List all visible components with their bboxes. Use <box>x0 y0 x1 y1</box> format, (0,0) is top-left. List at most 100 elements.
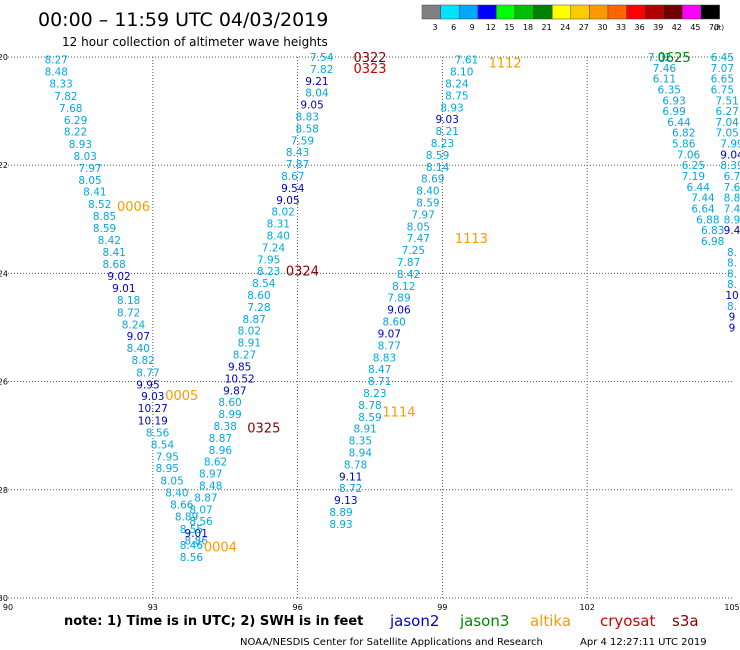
wave-height-label: 8.55 <box>180 524 203 536</box>
color-scale-label: 30 <box>597 23 607 32</box>
color-scale-swatch <box>607 4 627 20</box>
wave-height-label: 10.52 <box>225 373 255 385</box>
wave-height-label: 7.99 <box>720 139 740 151</box>
wave-height-label: 8.05 <box>160 476 183 488</box>
wave-height-label: 9.03 <box>436 114 459 126</box>
wave-height-label: 8.72 <box>117 307 140 319</box>
wave-height-label: 8.60 <box>247 290 270 302</box>
wave-height-label: 8.40 <box>267 231 290 243</box>
wave-height-label: 6.82 <box>672 128 695 140</box>
wave-height-label: 8.56 <box>180 552 204 564</box>
wave-height-label: 8.56 <box>189 516 213 528</box>
wave-height-label: 8.91 <box>353 424 376 436</box>
pass-time-label: 1114 <box>382 405 415 420</box>
wave-height-label: 8. <box>727 301 737 313</box>
wave-height-label: 7.24 <box>262 242 286 254</box>
wave-height-label: 8.93 <box>329 519 352 531</box>
x-tick-label: 105 <box>724 603 739 612</box>
wave-height-label: 7.51 <box>715 95 738 107</box>
wave-height-label: 8. <box>727 258 737 270</box>
pass-time-label: 0325 <box>247 422 280 437</box>
wave-height-label: 8.38 <box>214 421 237 433</box>
wave-height-label: 8.60 <box>382 317 405 329</box>
wave-height-label: 7.95 <box>156 451 179 463</box>
color-scale-swatch <box>644 4 665 20</box>
wave-height-label: 9.07 <box>378 328 401 340</box>
wave-height-label: 8.75 <box>445 90 468 102</box>
wave-height-label: 8.60 <box>218 397 241 409</box>
color-scale-swatch <box>570 4 590 20</box>
wave-height-label: 7.4 <box>724 203 740 215</box>
color-scale-label: 27 <box>579 23 589 32</box>
wave-height-label: 9.06 <box>387 305 411 317</box>
wave-height-label: 8.05 <box>78 175 101 187</box>
wave-height-label: 7.82 <box>54 91 77 103</box>
wave-height-label: 8.68 <box>102 259 125 271</box>
wave-height-label: 8.8 <box>724 193 740 205</box>
y-tick-label: -20 <box>0 53 8 62</box>
wave-height-label: 8.54 <box>252 278 276 290</box>
wave-height-label: 9.02 <box>107 271 130 283</box>
wave-height-label: 7.97 <box>78 163 101 175</box>
wave-height-label: 8.21 <box>436 126 459 138</box>
footer-note: note: 1) Time is in UTC; 2) SWH is in fe… <box>64 614 363 629</box>
wave-height-label: 9.03 <box>141 391 164 403</box>
legend-entry-cryosat: cryosat <box>600 612 655 630</box>
pass-time-label: 0004 <box>204 541 237 556</box>
wave-height-label: 6.11 <box>653 74 676 86</box>
wave-height-label: 7.82 <box>310 64 333 76</box>
wave-height-label: 8.93 <box>69 139 92 151</box>
color-scale-label: 42 <box>672 23 682 32</box>
wave-height-label: 9.21 <box>305 76 328 88</box>
wave-height-label: 7.59 <box>291 135 314 147</box>
wave-height-label: 8.78 <box>358 400 381 412</box>
wave-height-label: 6.45 <box>711 52 734 64</box>
axis-tick-labels: 90 93 96 99 102 105 -20 -22 -24 -26 -28 -30 <box>0 53 740 612</box>
wave-height-label: 8.83 <box>296 112 319 124</box>
wave-height-label: 8.43 <box>286 147 309 159</box>
color-scale-label: 21 <box>542 23 552 32</box>
wave-height-label: 7.06 <box>677 149 701 161</box>
wave-height-label: 7.05 <box>715 128 738 140</box>
legend-entry-jason2: jason2 <box>389 612 439 630</box>
wave-height-label: 7.46 <box>653 63 677 75</box>
wave-height-label: 6.64 <box>691 203 715 215</box>
wave-height-label: 8.52 <box>88 199 111 211</box>
legend-entry-jason3: jason3 <box>459 612 509 630</box>
wave-height-label: 8.40 <box>127 343 150 355</box>
wave-height-label: 8.59 <box>358 412 381 424</box>
wave-height-label: 6.44 <box>687 182 711 194</box>
wave-height-label: 8. <box>727 247 737 259</box>
wave-height-label: 6.29 <box>64 115 87 127</box>
grid-lines <box>8 56 732 599</box>
wave-height-label: 7.97 <box>411 209 434 221</box>
color-scale-label: 45 <box>690 23 700 32</box>
legend-entry-altika: altika <box>530 612 571 630</box>
color-scale-swatch <box>477 4 497 20</box>
footer-timestamp: Apr 4 12:27:11 UTC 2019 <box>580 637 707 648</box>
wave-height-label: 8.05 <box>407 221 430 233</box>
wave-height-label: 9.05 <box>276 195 299 207</box>
wave-height-label: 9.01 <box>185 528 208 540</box>
color-scale-swatch <box>496 4 516 20</box>
wave-height-label: 9.01 <box>112 283 135 295</box>
wave-height-label: 8.04 <box>305 88 329 100</box>
wave-height-label: 8.35 <box>349 436 372 448</box>
wave-height-label: 8.66 <box>170 499 194 511</box>
wave-height-label: 8.93 <box>440 102 463 114</box>
satellite-legend: jason2 jason3 altika cryosat s3a <box>389 612 699 630</box>
wave-height-label: 8.31 <box>267 219 290 231</box>
wave-height-label: 8.23 <box>257 266 280 278</box>
wave-height-label: 8.07 <box>189 504 212 516</box>
wave-height-label: 8.83 <box>373 352 396 364</box>
color-scale-swatch <box>440 4 460 20</box>
wave-height-label: 8.91 <box>238 338 261 350</box>
wave-height-label: 8.22 <box>64 127 87 139</box>
color-scale-unit: (ft) <box>714 24 725 32</box>
pass-time-label: 0322 <box>353 51 386 66</box>
color-scale-swatch <box>682 4 702 20</box>
wave-height-label: 8.99 <box>218 409 241 421</box>
wave-height-label: 8.95 <box>156 463 179 475</box>
